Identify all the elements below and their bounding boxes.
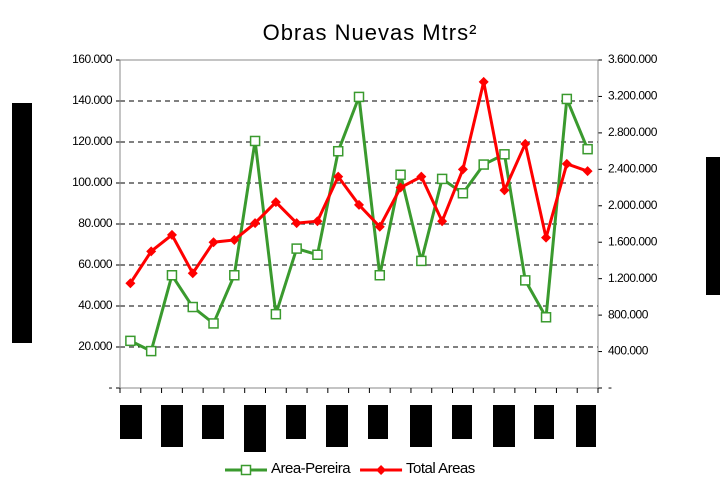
point — [353, 91, 365, 103]
y-tick-label: 140.000 — [72, 93, 113, 107]
point — [582, 166, 593, 177]
point — [146, 246, 157, 257]
series — [125, 91, 593, 357]
point — [166, 229, 177, 240]
point — [395, 169, 406, 181]
point — [208, 318, 219, 329]
point — [520, 275, 531, 286]
point — [249, 135, 261, 147]
point — [125, 278, 136, 289]
point — [541, 232, 552, 243]
point — [270, 197, 281, 208]
point — [395, 182, 406, 193]
legend-marker — [376, 465, 387, 475]
point — [499, 149, 510, 160]
y-tick-label: 60.000 — [78, 257, 113, 271]
point — [540, 312, 552, 323]
point — [437, 216, 448, 227]
point — [229, 234, 240, 245]
y-tick-label: 120.000 — [72, 134, 113, 148]
point — [374, 221, 385, 232]
y-tick-label: 40.000 — [78, 298, 113, 312]
point — [312, 216, 323, 227]
point — [166, 270, 178, 281]
point — [291, 218, 302, 229]
point — [374, 270, 386, 281]
point — [478, 159, 489, 170]
legend-marker — [240, 464, 252, 476]
point — [333, 171, 344, 182]
point — [187, 268, 198, 279]
point — [208, 237, 219, 248]
y-tick-label: 100.000 — [72, 175, 113, 189]
point — [561, 158, 572, 169]
point — [145, 345, 157, 357]
y2-tick-label: 3.200.000 — [608, 89, 658, 103]
point — [561, 93, 573, 105]
point — [520, 138, 531, 149]
point — [250, 218, 261, 229]
point — [229, 270, 240, 281]
y-tick-label: - — [109, 380, 113, 394]
point — [499, 185, 510, 196]
point — [457, 188, 469, 199]
point — [478, 76, 489, 87]
y2-tick-label: 1.200.000 — [608, 271, 658, 285]
y-tick-label: 160.000 — [72, 52, 113, 66]
y-tick-label: 20.000 — [78, 339, 113, 353]
point — [582, 143, 593, 155]
y2-tick-label: 800.000 — [608, 307, 649, 321]
y2-tick-label: 400.000 — [608, 344, 649, 358]
point — [270, 308, 282, 320]
point — [354, 199, 364, 210]
chart-title: Obras Nuevas Mtrs² — [263, 20, 478, 45]
y2-tick-label: 2.400.000 — [608, 162, 658, 176]
redaction — [12, 103, 32, 343]
point — [125, 335, 136, 347]
y2-tick-label: 3.600.000 — [608, 52, 658, 66]
point — [416, 171, 427, 182]
series — [125, 76, 593, 289]
point — [187, 301, 198, 313]
point — [291, 243, 302, 254]
redactions — [120, 405, 596, 452]
y2-tick-label: - — [608, 380, 612, 394]
point — [312, 249, 323, 260]
plot-frame — [119, 59, 599, 389]
y-tick-label: 80.000 — [78, 216, 113, 230]
y2-tick-label: 1.600.000 — [608, 234, 658, 248]
point — [416, 255, 427, 267]
point — [436, 173, 448, 185]
point — [332, 145, 344, 157]
legend-label: Area-Pereira — [271, 460, 351, 477]
point — [457, 164, 468, 175]
y2-tick-label: 2.800.000 — [608, 125, 658, 139]
redaction — [706, 157, 720, 295]
y2-tick-label: 2.000.000 — [608, 198, 658, 212]
legend-label: Total Areas — [406, 460, 475, 477]
